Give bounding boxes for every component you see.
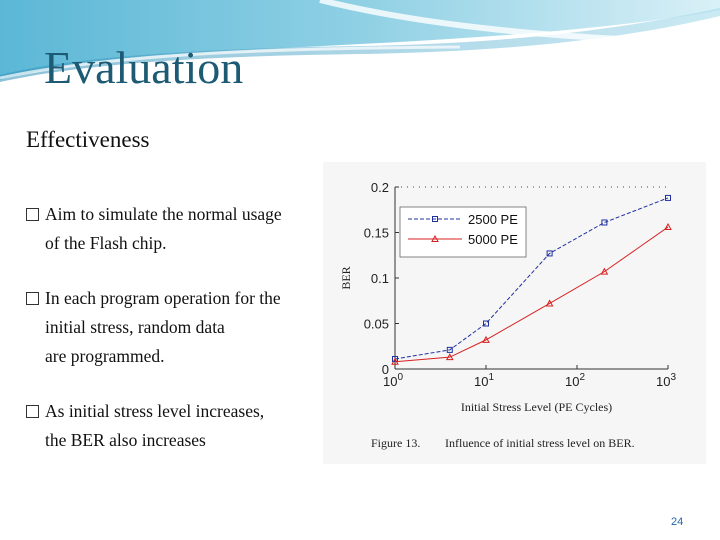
checkbox-bullet-icon	[26, 405, 39, 418]
x-axis-label: Initial Stress Level (PE Cycles)	[461, 400, 612, 414]
legend-box	[399, 206, 527, 258]
y-tick-label: 0.1	[371, 271, 389, 286]
data-point-2500	[601, 219, 608, 226]
y-tick-label: 0.05	[364, 317, 389, 332]
section-subtitle: Effectiveness	[26, 127, 150, 152]
bullet-text: are programmed.	[45, 346, 165, 366]
checkbox-bullet-icon	[26, 208, 39, 221]
x-tick-label: 101	[474, 372, 494, 389]
bullet-item: In each program operation for the initia…	[26, 284, 326, 371]
legend-label: 5000 PE	[468, 232, 518, 247]
series-line-2	[394, 226, 669, 363]
legend-marker	[432, 216, 438, 222]
y-tick-label: 0.2	[371, 180, 389, 195]
figure-caption-text: Influence of initial stress level on BER…	[445, 436, 635, 450]
data-point-5000	[600, 267, 609, 275]
bullet-text: initial stress, random data	[45, 317, 225, 337]
ber-chart: 0 0.05 0.1 0.15 0.2 100 101 102 103 Initial Stres…	[323, 162, 706, 464]
data-point-2500	[546, 250, 553, 257]
data-point-5000	[391, 357, 399, 365]
legend-marker	[431, 234, 439, 242]
bullet-text: of the Flash chip.	[45, 233, 167, 253]
x-tick-label: 100	[383, 372, 403, 389]
bullet-text: Aim to simulate the normal usage	[45, 204, 282, 224]
bullet-item: As initial stress level increases, the B…	[26, 397, 326, 455]
data-point-5000	[445, 353, 454, 361]
y-tick-label: 0.15	[364, 226, 389, 241]
y-axis-label: BER	[339, 266, 353, 289]
x-tick-label: 102	[565, 372, 585, 389]
data-point-2500	[446, 346, 453, 353]
data-point-2500	[483, 320, 489, 327]
y-tick-label: 0	[382, 362, 389, 377]
data-point-5000	[545, 299, 554, 307]
bullet-text: the BER also increases	[45, 430, 206, 450]
bullet-item: Aim to simulate the normal usage of the …	[26, 200, 326, 258]
series-line-1	[394, 197, 669, 360]
data-point-5000	[482, 335, 490, 343]
bullet-text: As initial stress level increases,	[45, 401, 265, 421]
x-tick-label: 103	[656, 372, 676, 389]
header-banner	[0, 0, 720, 82]
legend-label: 2500 PE	[468, 212, 518, 227]
figure-caption-label: Figure 13.	[371, 436, 420, 450]
checkbox-bullet-icon	[26, 292, 39, 305]
page-title: Evaluation	[44, 42, 244, 93]
data-point-2500	[665, 194, 671, 201]
bullet-text: In each program operation for the	[45, 288, 281, 308]
data-point-5000	[664, 222, 672, 231]
page-number: 24	[671, 516, 684, 528]
